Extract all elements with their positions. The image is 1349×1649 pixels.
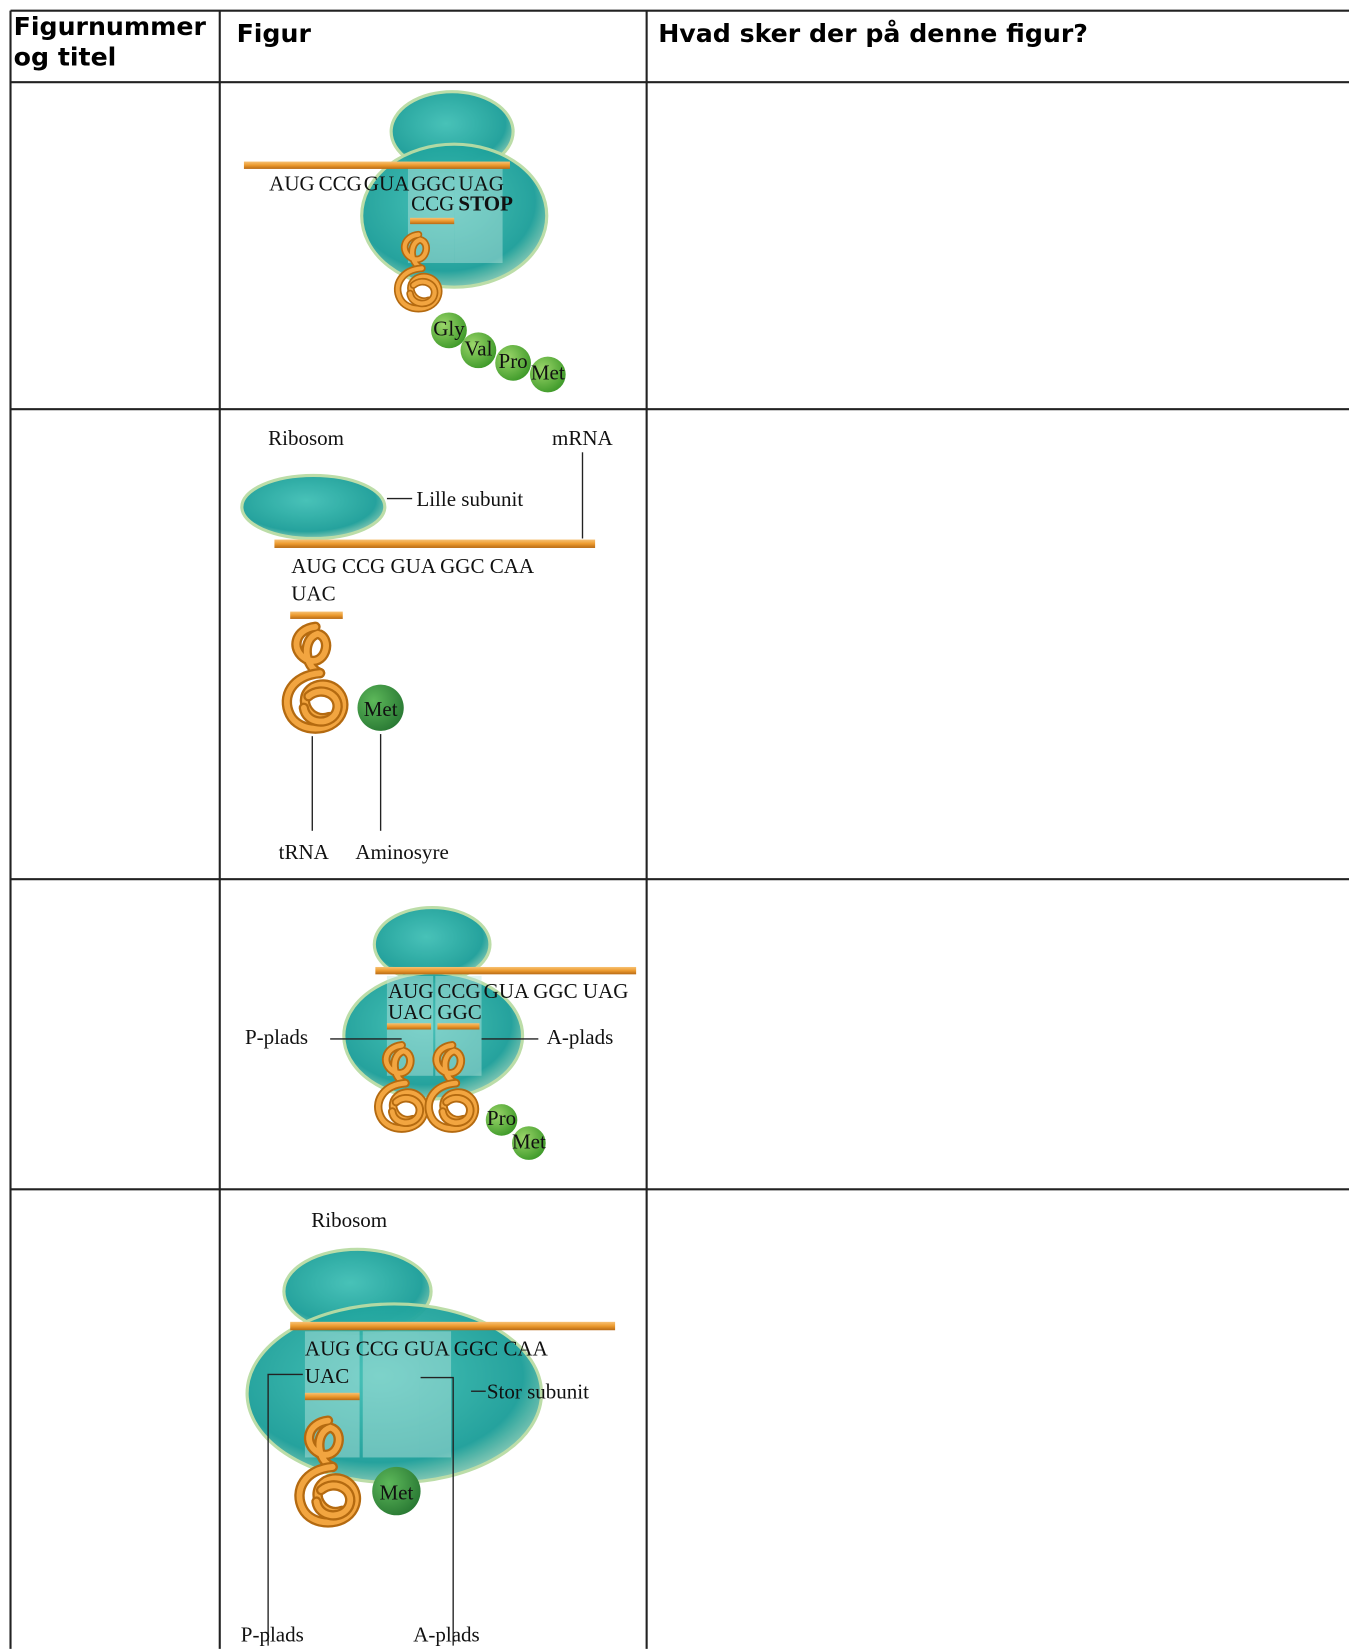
amino-acid: [529, 356, 566, 393]
figure-label: GUA: [364, 171, 410, 195]
figure-label: Met: [531, 361, 565, 385]
mrna-strand: [274, 539, 596, 548]
figure-label: AUG CCG GUA GGC CAA: [291, 554, 535, 578]
figure-label: GGC: [437, 1000, 481, 1024]
site-column: [419, 1331, 452, 1458]
ribosome-part: [240, 473, 387, 541]
trna: [393, 230, 443, 313]
figure-label: P-plads: [245, 1025, 308, 1049]
figure-label: STOP: [458, 191, 513, 215]
figure-label: tRNA: [279, 840, 330, 864]
figure-label: UAC: [305, 1364, 349, 1388]
figure-label: AUG: [269, 171, 315, 195]
header-cell: Figur: [237, 19, 312, 48]
mrna-strand: [290, 611, 343, 619]
figure-label: GGC: [411, 171, 455, 195]
mrna-strand: [437, 1023, 480, 1030]
amino-acid: [372, 1466, 421, 1516]
trna-loop: [300, 688, 341, 725]
amino-acid: [460, 332, 497, 369]
mrna-strand: [375, 966, 637, 975]
trna: [281, 621, 349, 734]
trna-loop: [402, 232, 429, 271]
figure-label: UAG: [458, 171, 504, 195]
figure-label: Met: [364, 697, 398, 721]
figure-label: Stor subunit: [487, 1380, 589, 1404]
mrna-strand: [410, 217, 455, 225]
trna-loop: [313, 1482, 354, 1519]
amino-acid: [495, 345, 531, 381]
leader-line: [420, 1376, 454, 1646]
figure-label: P-plads: [241, 1622, 304, 1646]
figure-label: Pro: [487, 1106, 516, 1130]
amino-acid: [485, 1104, 518, 1136]
figure-label: UAC: [388, 1000, 432, 1024]
figure-label: GUA GGC UAG: [484, 979, 629, 1003]
mrna-strand: [386, 1023, 432, 1030]
figure-label: Aminosyre: [355, 840, 448, 864]
trna-loop: [434, 1042, 464, 1086]
trna: [374, 1041, 429, 1133]
figure-label: Gly: [433, 317, 465, 341]
amino-acid: [512, 1126, 546, 1160]
trna-loop: [407, 279, 437, 306]
figure-label: Met: [512, 1129, 546, 1153]
figure-label: Ribosom: [268, 426, 345, 450]
trna-loop: [306, 1417, 342, 1470]
leader-line: [267, 1373, 303, 1646]
figure-label: A-plads: [413, 1622, 480, 1646]
figure-label: Val: [464, 337, 492, 361]
amino-acid: [431, 312, 467, 349]
site-column: [454, 168, 503, 264]
trna-loop: [440, 1095, 473, 1126]
mrna-strand: [304, 1392, 360, 1401]
amino-acid: [357, 684, 404, 731]
figure-label: CCG: [319, 171, 362, 195]
table-grid: [9, 9, 1349, 1649]
figure-label: CCG: [437, 979, 480, 1003]
figure-label: UAC: [291, 582, 335, 606]
figure-label: Lille subunit: [416, 487, 523, 511]
header-cell: Figurnummer: [14, 12, 207, 41]
figure-label: AUG CCG GUA GGC CAA: [305, 1336, 549, 1360]
trna-loop: [383, 1042, 413, 1086]
mrna-strand: [243, 161, 510, 169]
figure-label: mRNA: [552, 426, 614, 450]
trna-loop: [293, 623, 329, 676]
header-cell: og titel: [14, 42, 117, 71]
figure-label: Met: [379, 1481, 413, 1505]
figure-label: AUG: [388, 979, 434, 1003]
figure-label: A-plads: [547, 1025, 614, 1049]
site-column: [362, 1331, 420, 1458]
mrna-strand: [290, 1321, 616, 1331]
figure-label: Ribosom: [311, 1208, 388, 1232]
figure-label: CCG: [411, 191, 454, 215]
trna: [424, 1041, 480, 1133]
trna-loop: [389, 1095, 423, 1126]
figure-label: Pro: [499, 349, 528, 373]
header-cell: Hvad sker der på denne figur?: [658, 19, 1088, 48]
trna: [294, 1415, 362, 1528]
